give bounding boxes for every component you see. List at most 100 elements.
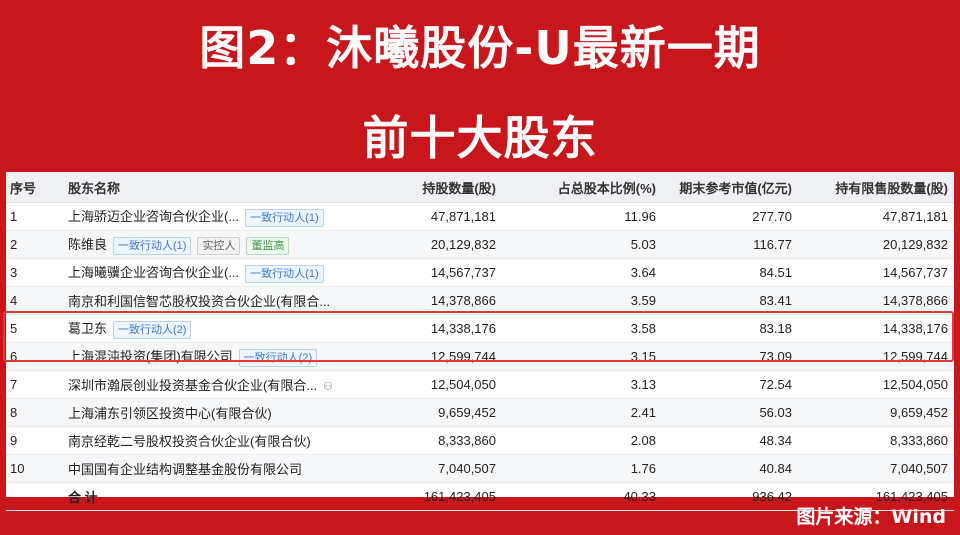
row-market-value: 277.70: [662, 202, 798, 231]
header-percent[interactable]: 占总股本比例(%): [502, 172, 662, 203]
row-market-value: 56.03: [662, 398, 798, 427]
row-market-value: 116.77: [662, 230, 798, 259]
row-index: 3: [6, 258, 64, 287]
shareholder-tag: 实控人: [197, 237, 241, 255]
table-row[interactable]: 1 上海骄迈企业咨询合伙企业(... 一致行动人(1) 47,871,181 11.96…: [6, 202, 954, 231]
row-percent: 3.58: [502, 314, 662, 343]
row-index: 5: [6, 314, 64, 343]
shareholder-name-text[interactable]: 陈维良: [68, 237, 108, 252]
row-index: 10: [6, 454, 64, 483]
shareholder-name-text[interactable]: 中国国有企业结构调整基金股份有限公司: [68, 462, 303, 477]
row-restricted: 14,567,737: [798, 258, 954, 287]
row-shares: 12,504,050: [384, 370, 502, 399]
shareholder-name-text[interactable]: 南京和利国信智芯股权投资合伙企业(有限合...: [68, 294, 331, 309]
shareholder-name-text[interactable]: 葛卫东: [68, 321, 108, 336]
row-shareholder-name[interactable]: 上海骄迈企业咨询合伙企业(... 一致行动人(1): [64, 202, 384, 231]
shareholder-name-text[interactable]: 上海曦骥企业咨询合伙企业(...: [68, 265, 240, 280]
total-shares: 161,423,405: [384, 482, 502, 511]
header-shares[interactable]: 持股数量(股): [384, 172, 502, 203]
row-index: 1: [6, 202, 64, 231]
row-market-value: 83.41: [662, 286, 798, 315]
row-shares: 14,338,176: [384, 314, 502, 343]
row-market-value: 83.18: [662, 314, 798, 343]
row-shareholder-name[interactable]: 葛卫东 一致行动人(2): [64, 314, 384, 343]
total-label: 合 计: [64, 482, 384, 511]
row-shares: 9,659,452: [384, 398, 502, 427]
row-percent: 1.76: [502, 454, 662, 483]
row-shares: 8,333,860: [384, 426, 502, 455]
row-shares: 47,871,181: [384, 202, 502, 231]
shareholder-tag: 一致行动人(1): [245, 209, 324, 227]
total-percent: 40.33: [502, 482, 662, 511]
row-restricted: 14,338,176: [798, 314, 954, 343]
header-name[interactable]: 股东名称: [64, 172, 384, 203]
table-header-row: 序号 股东名称 持股数量(股) 占总股本比例(%) 期末参考市值(亿元) 持有限…: [6, 172, 954, 203]
shareholder-tag: 一致行动人(1): [113, 237, 192, 255]
table-row[interactable]: 10 中国国有企业结构调整基金股份有限公司 7,040,507 1.76 40.84 7,…: [6, 454, 954, 483]
row-restricted: 14,378,866: [798, 286, 954, 315]
row-shares: 12,599,744: [384, 342, 502, 371]
row-index: 9: [6, 426, 64, 455]
row-shareholder-name[interactable]: 上海曦骥企业咨询合伙企业(... 一致行动人(1): [64, 258, 384, 287]
total-market-value: 936.42: [662, 482, 798, 511]
row-index: 8: [6, 398, 64, 427]
row-restricted: 12,599,744: [798, 342, 954, 371]
row-shareholder-name[interactable]: 南京和利国信智芯股权投资合伙企业(有限合...: [64, 286, 384, 315]
row-restricted: 9,659,452: [798, 398, 954, 427]
row-index: 2: [6, 230, 64, 259]
shareholder-name-text[interactable]: 南京经乾二号股权投资合伙企业(有限合伙): [68, 434, 311, 449]
row-percent: 11.96: [502, 202, 662, 231]
row-market-value: 40.84: [662, 454, 798, 483]
row-shareholder-name[interactable]: 中国国有企业结构调整基金股份有限公司: [64, 454, 384, 483]
row-market-value: 48.34: [662, 426, 798, 455]
row-market-value: 84.51: [662, 258, 798, 287]
row-shareholder-name[interactable]: 深圳市瀚辰创业投资基金合伙企业(有限合... ⚇: [64, 370, 384, 399]
total-row: 合 计 161,423,405 40.33 936.42 161,423,405: [6, 482, 954, 511]
table-row[interactable]: 9 南京经乾二号股权投资合伙企业(有限合伙) 8,333,860 2.08 48.34 8…: [6, 426, 954, 455]
row-percent: 5.03: [502, 230, 662, 259]
table-row[interactable]: 2 陈维良 一致行动人(1) 实控人 董监高 20,129,832 5.03 116.77 20…: [6, 230, 954, 259]
row-shares: 14,378,866: [384, 286, 502, 315]
shareholder-name-text[interactable]: 上海浦东引领区投资中心(有限合伙): [68, 406, 272, 421]
header-index[interactable]: 序号: [6, 172, 64, 203]
title-line-2: 前十大股东: [362, 111, 598, 165]
row-percent: 3.13: [502, 370, 662, 399]
shareholder-tag: 一致行动人(1): [245, 265, 324, 283]
header-market-value[interactable]: 期末参考市值(亿元): [662, 172, 798, 203]
row-restricted: 20,129,832: [798, 230, 954, 259]
table-row[interactable]: 3 上海曦骥企业咨询合伙企业(... 一致行动人(1) 14,567,737 3.64 8…: [6, 258, 954, 287]
table-row[interactable]: 5 葛卫东 一致行动人(2) 14,338,176 3.58 83.18 14,338,17…: [6, 314, 954, 343]
row-shares: 7,040,507: [384, 454, 502, 483]
table-row[interactable]: 6 上海混沌投资(集团)有限公司 一致行动人(2) 12,599,744 3.15 73.…: [6, 342, 954, 371]
total-restricted: 161,423,405: [798, 482, 954, 511]
row-percent: 3.64: [502, 258, 662, 287]
shareholder-name-text[interactable]: 深圳市瀚辰创业投资基金合伙企业(有限合...: [68, 378, 318, 393]
shareholder-name-text[interactable]: 上海骄迈企业咨询合伙企业(...: [68, 209, 240, 224]
row-market-value: 73.09: [662, 342, 798, 371]
shareholder-table: 序号 股东名称 持股数量(股) 占总股本比例(%) 期末参考市值(亿元) 持有限…: [6, 172, 954, 511]
header-restricted[interactable]: 持有限售股数量(股): [798, 172, 954, 203]
shareholder-name-text[interactable]: 上海混沌投资(集团)有限公司: [68, 349, 233, 364]
row-index: 4: [6, 286, 64, 315]
title-line-1: 图2：沐曦股份-U最新一期: [199, 21, 761, 75]
total-index: [6, 482, 64, 511]
shareholder-table-panel: 序号 股东名称 持股数量(股) 占总股本比例(%) 期末参考市值(亿元) 持有限…: [6, 172, 954, 511]
row-shareholder-name[interactable]: 上海混沌投资(集团)有限公司 一致行动人(2): [64, 342, 384, 371]
row-index: 6: [6, 342, 64, 371]
row-percent: 3.59: [502, 286, 662, 315]
row-restricted: 12,504,050: [798, 370, 954, 399]
image-source-label: 图片来源：Wind: [796, 506, 946, 528]
row-index: 7: [6, 370, 64, 399]
row-percent: 2.08: [502, 426, 662, 455]
row-restricted: 47,871,181: [798, 202, 954, 231]
row-restricted: 8,333,860: [798, 426, 954, 455]
table-row[interactable]: 4 南京和利国信智芯股权投资合伙企业(有限合... 14,378,866 3.59 83…: [6, 286, 954, 315]
shareholder-tag: 董监高: [246, 237, 290, 255]
people-icon[interactable]: ⚇: [323, 381, 334, 393]
row-market-value: 72.54: [662, 370, 798, 399]
row-shareholder-name[interactable]: 南京经乾二号股权投资合伙企业(有限合伙): [64, 426, 384, 455]
row-shareholder-name[interactable]: 上海浦东引领区投资中心(有限合伙): [64, 398, 384, 427]
table-row[interactable]: 8 上海浦东引领区投资中心(有限合伙) 9,659,452 2.41 56.03 9,65…: [6, 398, 954, 427]
table-row[interactable]: 7 深圳市瀚辰创业投资基金合伙企业(有限合... ⚇ 12,504,050 3.13 72…: [6, 370, 954, 399]
row-shareholder-name[interactable]: 陈维良 一致行动人(1) 实控人 董监高: [64, 230, 384, 259]
